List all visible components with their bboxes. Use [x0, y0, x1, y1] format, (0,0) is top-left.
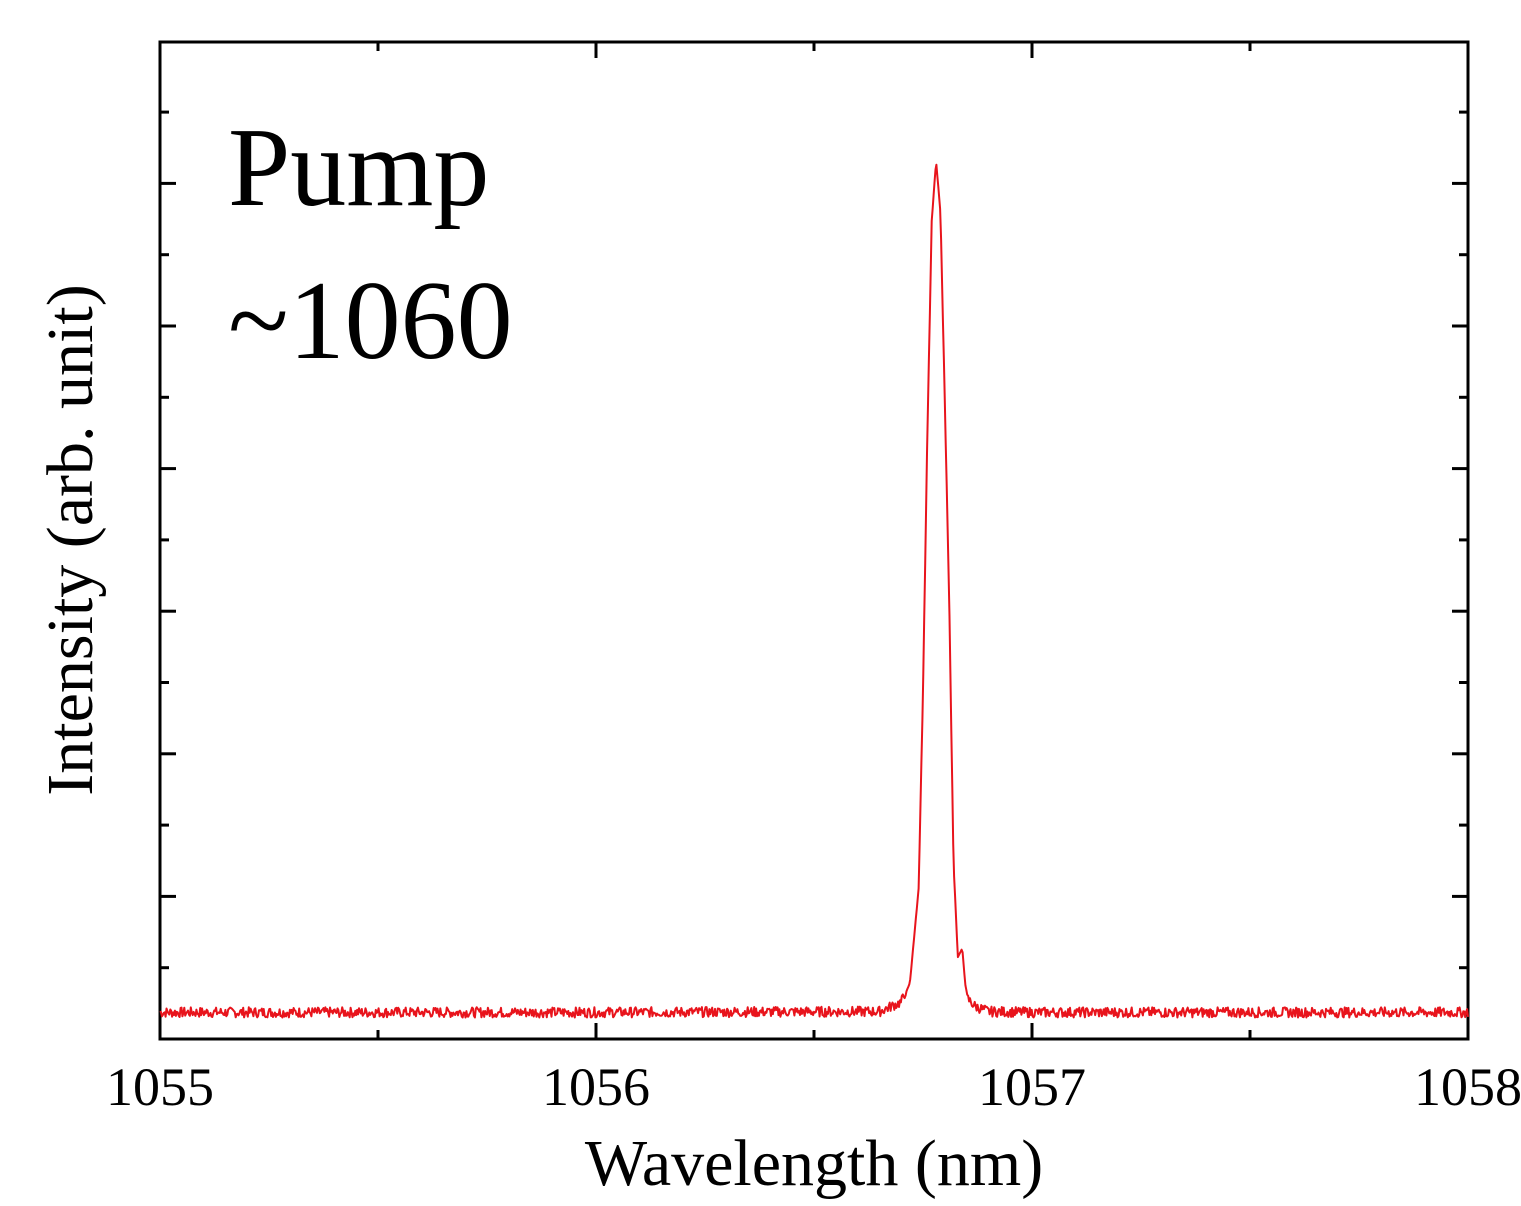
- annotation-wavelength: ~1060: [228, 259, 513, 383]
- spectrum-series-line: [159, 163, 1469, 1019]
- x-tick-label: 1056: [542, 1057, 650, 1117]
- annotation-pump: Pump: [228, 106, 489, 230]
- x-tick-label: 1057: [978, 1057, 1086, 1117]
- x-tick-labels: 1055 1056 1057 1058: [106, 1057, 1521, 1117]
- x-axis-label: Wavelength (nm): [585, 1127, 1043, 1200]
- axis-ticks: [158, 42, 1470, 1039]
- x-tick-label: 1058: [1414, 1057, 1521, 1117]
- x-tick-label: 1055: [106, 1057, 214, 1117]
- y-axis-label: Intensity (arb. unit): [34, 284, 107, 795]
